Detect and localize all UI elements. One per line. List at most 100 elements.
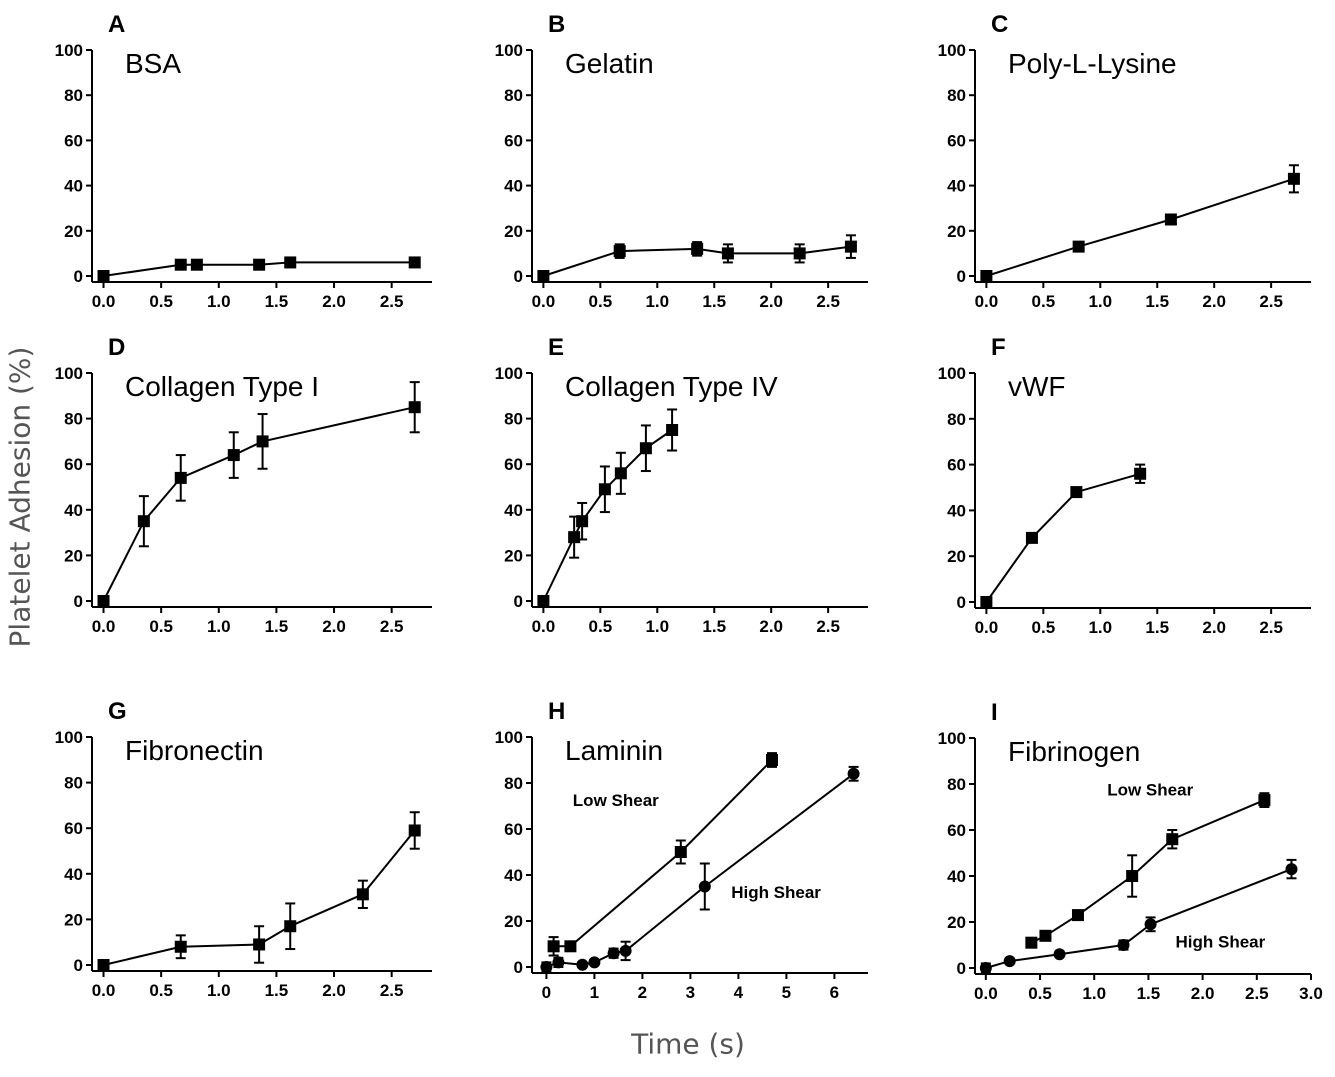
data-point	[1071, 909, 1084, 922]
x-tick-label: 2.0	[759, 617, 783, 636]
y-tick-label: 60	[504, 131, 523, 150]
x-tick-label: 0.5	[149, 617, 173, 636]
data-point	[568, 531, 581, 544]
y-tick-label: 80	[947, 410, 966, 429]
data-point	[1072, 240, 1085, 253]
x-tick-label: 1.0	[207, 981, 231, 1000]
x-tick-label: 0.0	[532, 617, 556, 636]
x-tick-label: 2.5	[380, 292, 404, 311]
panel-title: Laminin	[565, 735, 663, 766]
data-point	[979, 962, 992, 974]
x-tick-label: 4	[734, 983, 744, 1002]
data-point	[537, 270, 550, 282]
y-tick-label: 80	[64, 410, 83, 429]
panel-e: 0 20 40 60 80 100 0.0 0.5 1.0 1.5 2.0 2.5 ECollagen …	[495, 334, 868, 636]
data-point	[1287, 172, 1300, 185]
y-tick-label: 100	[55, 364, 83, 383]
data-point	[1025, 531, 1038, 544]
x-tick-label: 2.5	[1259, 292, 1283, 311]
x-tick-label: 2.5	[1259, 618, 1283, 637]
y-tick-label: 80	[947, 775, 966, 794]
series-annotation: Low Shear	[1107, 781, 1193, 800]
x-tick-label: 0.0	[92, 981, 116, 1000]
x-tick-label: 2.5	[816, 292, 840, 311]
x-tick-label: 1.5	[265, 981, 289, 1000]
y-tick-label: 0	[957, 593, 966, 612]
y-tick-label: 0	[514, 267, 523, 286]
x-tick-label: 2.0	[322, 617, 346, 636]
y-tick-label: 80	[64, 86, 83, 105]
data-point	[674, 846, 687, 858]
x-tick-label: 1	[590, 983, 599, 1002]
data-point	[614, 467, 627, 480]
data-point	[408, 401, 421, 414]
data-point	[564, 940, 577, 953]
y-tick-label: 0	[74, 592, 83, 611]
y-tick-label: 100	[495, 728, 523, 747]
y-tick-label: 40	[504, 866, 523, 885]
panel-title: BSA	[125, 48, 181, 79]
data-point	[1070, 486, 1083, 499]
y-tick-label: 60	[504, 820, 523, 839]
series-line	[103, 261, 415, 277]
y-tick-label: 20	[504, 222, 523, 241]
data-point	[698, 880, 711, 893]
data-point	[408, 824, 421, 837]
data-point	[1126, 870, 1139, 882]
data-point	[1258, 794, 1271, 807]
data-point	[174, 940, 187, 953]
series-line	[103, 829, 416, 966]
series-line	[102, 406, 415, 602]
data-point	[97, 959, 110, 971]
y-tick-label: 60	[947, 131, 966, 150]
y-tick-label: 0	[74, 267, 83, 286]
x-tick-label: 0.0	[975, 618, 999, 637]
panel-title: Fibronectin	[125, 735, 264, 766]
panel-letter: B	[548, 11, 565, 38]
x-tick-label: 1.5	[702, 292, 726, 311]
panel-d: 0 20 40 60 80 100 0.0 0.5 1.0 1.5 2.0 2.5 DCollagen …	[55, 334, 432, 636]
y-tick-label: 100	[495, 364, 523, 383]
x-tick-label: 1.0	[1088, 618, 1112, 637]
x-tick-label: 1.5	[265, 617, 289, 636]
data-point	[1039, 929, 1052, 942]
x-tick-label: 2.0	[1191, 984, 1215, 1003]
x-tick-label: 6	[830, 983, 839, 1002]
x-tick-label: 0.0	[92, 617, 116, 636]
x-tick-label: 0.5	[589, 617, 613, 636]
y-tick-label: 0	[957, 267, 966, 286]
series-line	[985, 472, 1141, 603]
panel-letter: H	[548, 698, 565, 725]
x-tick-label: 0.0	[974, 984, 998, 1003]
shared-x-axis-label: Time (s)	[631, 1027, 745, 1061]
y-tick-label: 20	[947, 547, 966, 566]
y-tick-label: 20	[64, 222, 83, 241]
shared-y-axis-label: Platelet Adhesion (%)	[3, 346, 37, 648]
y-tick-label: 60	[504, 455, 523, 474]
data-point	[174, 471, 187, 484]
y-tick-label: 40	[64, 501, 83, 520]
data-point	[253, 938, 266, 951]
data-point	[284, 920, 297, 933]
x-tick-label: 0	[542, 983, 551, 1002]
x-tick-label: 1.5	[1137, 984, 1161, 1003]
y-tick-label: 100	[55, 728, 83, 747]
y-tick-label: 40	[504, 501, 523, 520]
x-tick-label: 5	[782, 983, 791, 1002]
x-tick-label: 0.5	[149, 981, 173, 1000]
x-tick-label: 2.0	[322, 292, 346, 311]
data-point	[847, 767, 860, 780]
data-point	[793, 247, 806, 260]
data-point	[253, 258, 266, 271]
x-tick-label: 2.0	[1202, 292, 1226, 311]
y-tick-label: 0	[514, 592, 523, 611]
y-tick-label: 20	[504, 546, 523, 565]
y-tick-label: 20	[504, 912, 523, 931]
series-line	[543, 245, 852, 277]
x-tick-label: 1.5	[265, 292, 289, 311]
data-point	[1144, 918, 1157, 931]
data-point	[639, 442, 652, 455]
panel-letter: D	[108, 334, 125, 361]
